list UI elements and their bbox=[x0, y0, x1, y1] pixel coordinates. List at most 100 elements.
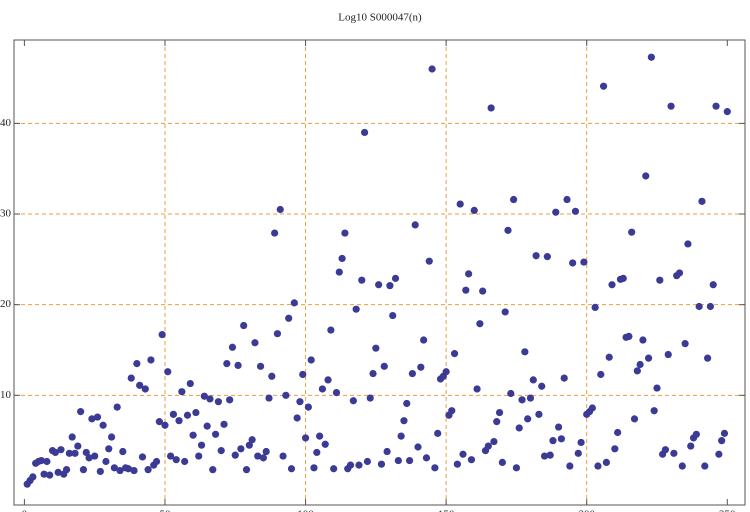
point bbox=[313, 448, 321, 457]
point bbox=[68, 433, 76, 441]
point bbox=[65, 449, 73, 457]
y-tick-label: 10 bbox=[0, 389, 12, 401]
point bbox=[625, 332, 633, 341]
point bbox=[667, 102, 675, 110]
point bbox=[577, 438, 585, 447]
point bbox=[718, 437, 726, 445]
point bbox=[237, 445, 245, 453]
point bbox=[231, 451, 239, 459]
point bbox=[495, 408, 504, 417]
point bbox=[276, 205, 284, 214]
point bbox=[138, 453, 147, 461]
point bbox=[155, 418, 163, 426]
point bbox=[425, 257, 433, 265]
point bbox=[366, 394, 374, 402]
point bbox=[687, 442, 695, 450]
point bbox=[141, 385, 149, 393]
point bbox=[124, 465, 133, 473]
point bbox=[358, 276, 366, 284]
point bbox=[644, 354, 653, 362]
point bbox=[77, 408, 85, 416]
point bbox=[197, 441, 206, 449]
point bbox=[54, 468, 62, 476]
point bbox=[349, 397, 357, 405]
point bbox=[538, 382, 546, 390]
point bbox=[493, 418, 501, 426]
point bbox=[642, 172, 650, 180]
point bbox=[521, 348, 529, 356]
point bbox=[296, 398, 304, 406]
point bbox=[338, 254, 346, 263]
point bbox=[43, 457, 51, 466]
point bbox=[372, 344, 380, 352]
point bbox=[181, 457, 189, 466]
point bbox=[706, 302, 715, 311]
point bbox=[377, 460, 386, 468]
point bbox=[256, 362, 265, 370]
point bbox=[389, 311, 397, 320]
point bbox=[518, 396, 526, 404]
point bbox=[403, 399, 411, 408]
point bbox=[254, 452, 262, 460]
point bbox=[360, 128, 369, 137]
point bbox=[85, 454, 93, 462]
point bbox=[51, 448, 59, 457]
point bbox=[352, 305, 360, 313]
point bbox=[400, 417, 408, 425]
point bbox=[330, 465, 338, 473]
point bbox=[422, 454, 431, 462]
point bbox=[434, 429, 442, 437]
point bbox=[74, 442, 82, 450]
point bbox=[136, 381, 144, 389]
point bbox=[661, 446, 670, 454]
point bbox=[408, 369, 416, 378]
point bbox=[715, 450, 723, 458]
point bbox=[110, 464, 118, 472]
point bbox=[265, 394, 273, 402]
point bbox=[557, 435, 566, 443]
point bbox=[608, 281, 616, 289]
point bbox=[133, 359, 141, 368]
point bbox=[206, 395, 214, 403]
point bbox=[670, 449, 678, 457]
point bbox=[88, 415, 96, 423]
point bbox=[678, 462, 686, 470]
point bbox=[459, 450, 467, 458]
point bbox=[82, 448, 90, 457]
point bbox=[571, 207, 580, 215]
point bbox=[456, 200, 464, 208]
point bbox=[304, 403, 312, 411]
point bbox=[380, 362, 388, 370]
y-tick-label: 20 bbox=[0, 298, 12, 310]
point bbox=[147, 356, 155, 364]
point bbox=[653, 384, 661, 392]
point bbox=[248, 436, 256, 444]
point bbox=[476, 320, 484, 328]
point bbox=[580, 258, 588, 266]
point bbox=[282, 391, 290, 399]
point bbox=[704, 354, 712, 362]
point bbox=[490, 437, 498, 446]
point bbox=[316, 432, 324, 440]
point bbox=[448, 407, 456, 415]
point bbox=[543, 253, 551, 261]
point bbox=[167, 452, 175, 460]
point bbox=[417, 363, 425, 371]
point bbox=[79, 466, 88, 474]
point bbox=[605, 353, 613, 361]
point bbox=[293, 414, 301, 422]
point bbox=[591, 303, 599, 311]
point bbox=[560, 374, 568, 382]
point bbox=[192, 408, 200, 417]
point bbox=[546, 451, 554, 459]
point bbox=[602, 458, 610, 466]
point bbox=[487, 104, 495, 112]
point bbox=[405, 456, 414, 465]
y-tick-label: 30 bbox=[0, 208, 12, 220]
x-tick-label: 0 bbox=[22, 509, 28, 512]
point bbox=[251, 339, 259, 347]
point bbox=[391, 274, 400, 282]
point bbox=[183, 411, 192, 419]
